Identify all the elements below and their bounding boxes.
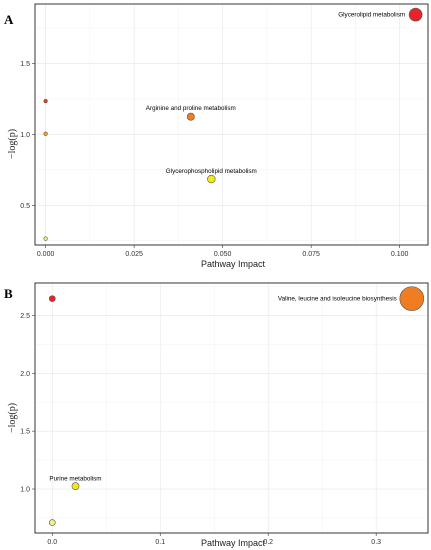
panel-a-x-tick-label: 0.075 <box>302 251 320 258</box>
panel-a-y-tick-label: 1.0 <box>20 132 30 139</box>
panel-b: B −log(p) Pathway Impact 0.0 0.1 0.2 0.3 1.0… <box>4 282 429 548</box>
panel-b-point-label: Valine, leucine and isoleucine biosynthe… <box>278 296 397 303</box>
panel-b-point <box>399 286 425 311</box>
panel-a-plot-area: 0.000 0.025 0.050 0.075 0.100 0.5 1.0 1.5 Glycer… <box>20 3 429 258</box>
panel-b-y-tick-label: 2.0 <box>20 371 30 378</box>
panel-b-point <box>48 295 56 302</box>
panel-a-border <box>34 3 429 246</box>
panel-b-letter: B <box>4 286 13 301</box>
panel-b-point <box>71 482 80 490</box>
panel-a: A −log(p) Pathway Impact 0.000 0.025 0.050… <box>4 3 429 269</box>
panel-a-x-axis-title: Pathway Impact <box>201 259 266 269</box>
panel-a-frame <box>34 3 429 246</box>
panel-a-point <box>186 112 195 121</box>
panel-a-letter: A <box>4 12 14 27</box>
panel-b-x-axis-title: Pathway Impact <box>201 538 266 548</box>
panel-b-point <box>48 519 56 526</box>
panel-b-y-axis-title: −log(p) <box>7 403 18 433</box>
panel-a-point <box>43 236 48 241</box>
panel-a-x-tick-label: 0.000 <box>37 251 55 258</box>
panel-a-y-axis-title: −log(p) <box>7 129 18 159</box>
panel-a-x-tick-label: 0.025 <box>125 251 143 258</box>
panel-b-frame <box>34 282 429 534</box>
panel-b-y-tick-label: 1.0 <box>20 487 30 494</box>
panel-b-point-label: Purine metabolism <box>49 476 101 483</box>
panel-a-y-tick-label: 1.5 <box>20 61 30 68</box>
panel-a-point-label: Glycerophospholipid metabolism <box>166 168 257 175</box>
panel-b-plot-area: 0.0 0.1 0.2 0.3 1.0 1.5 2.0 2.5 Valine, leucine … <box>20 282 429 546</box>
panel-a-point <box>408 7 423 22</box>
panel-a-point-label: Arginine and proline metabolism <box>146 105 236 112</box>
panel-b-x-tick-label: 0.2 <box>263 539 273 546</box>
panel-a-y-tick-label: 0.5 <box>20 203 30 210</box>
panel-b-x-tick-label: 0.0 <box>47 539 57 546</box>
panel-a-x-tick-label: 0.100 <box>391 251 409 258</box>
panel-b-border <box>34 282 429 534</box>
panel-a-point <box>43 99 48 104</box>
panel-a-point-label: Glycerolipid metabolism <box>338 12 405 19</box>
panel-a-point <box>207 174 216 184</box>
panel-b-y-tick-label: 1.5 <box>20 429 30 436</box>
panel-b-x-tick-label: 0.1 <box>155 539 165 546</box>
panel-a-x-tick-label: 0.050 <box>214 251 232 258</box>
panel-b-y-tick-label: 2.5 <box>20 313 30 320</box>
panel-b-x-tick-label: 0.3 <box>371 539 381 546</box>
panel-a-point <box>43 131 48 136</box>
